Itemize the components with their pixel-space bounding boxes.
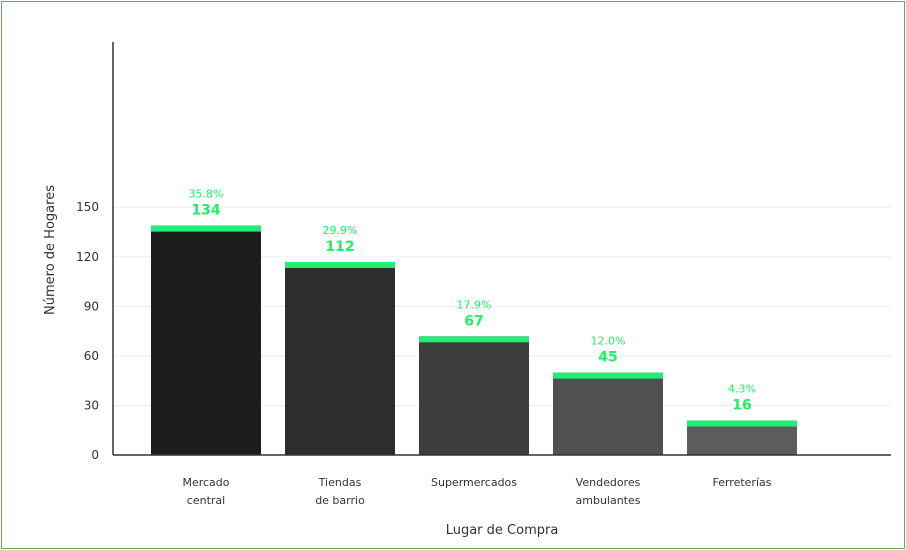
x-axis-title: Lugar de Compra: [446, 523, 559, 538]
y-tick-label: 90: [84, 299, 99, 313]
bar-highlight: [553, 372, 663, 379]
bar: [285, 261, 395, 455]
y-tick-label: 0: [91, 448, 99, 462]
y-axis-title: Número de Hogares: [43, 185, 58, 315]
y-tick-label: 150: [76, 200, 99, 214]
value-label: 112: [325, 239, 354, 255]
y-tick-label: 30: [84, 398, 99, 412]
bar: [419, 336, 529, 455]
x-tick-label: Ferreterías: [712, 476, 771, 489]
bar-highlight: [285, 261, 395, 268]
percent-label: 17.9%: [457, 298, 492, 311]
bar-highlight: [687, 420, 797, 427]
value-label: 16: [732, 398, 751, 414]
percent-label: 4.3%: [728, 383, 756, 396]
bar-highlight: [151, 225, 261, 232]
bar-highlight: [419, 336, 529, 343]
x-tick-label: ambulantes: [576, 494, 641, 507]
x-tick-label: Tiendas: [318, 476, 362, 489]
x-tick-label: central: [187, 494, 225, 507]
bar: [553, 372, 663, 455]
y-tick-label: 120: [76, 250, 99, 264]
x-tick-label: Mercado: [182, 476, 229, 489]
percent-label: 35.8%: [189, 188, 224, 201]
bar: [151, 225, 261, 455]
y-tick-label: 60: [84, 349, 99, 363]
value-label: 45: [598, 350, 617, 366]
x-tick-label: Vendedores: [576, 476, 641, 489]
percent-label: 12.0%: [591, 335, 626, 348]
value-label: 134: [191, 203, 220, 219]
x-tick-label: de barrio: [315, 494, 365, 507]
percent-label: 29.9%: [323, 224, 358, 237]
x-tick-label: Supermercados: [431, 476, 517, 489]
value-label: 67: [464, 313, 483, 329]
